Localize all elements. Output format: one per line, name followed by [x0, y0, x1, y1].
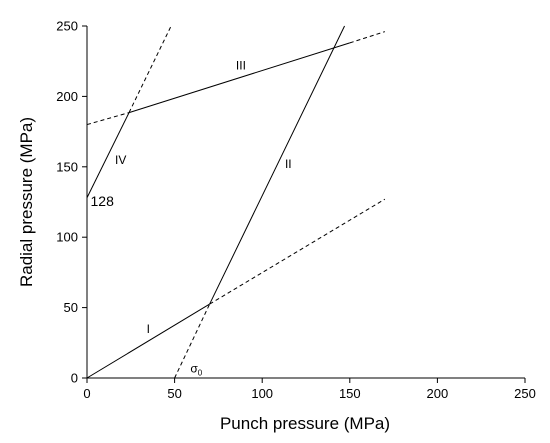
annotation-2: III	[236, 59, 246, 73]
y-tick-label: 250	[56, 19, 78, 34]
series-line-6	[349, 31, 385, 44]
sigma-zero-label: σ0	[190, 361, 202, 377]
y-tick-label: 100	[56, 230, 78, 245]
annotation-0: I	[147, 322, 150, 336]
x-tick-label: 100	[251, 386, 273, 401]
x-tick-label: 250	[514, 386, 536, 401]
annotation-4: 128	[91, 193, 115, 209]
x-tick-label: 50	[167, 386, 181, 401]
plot-area: 0 50 100 150 200 250050100150200250IIIIIIIV12…	[56, 19, 536, 402]
y-tick-label: 200	[56, 89, 78, 104]
x-tick-label: 150	[339, 386, 361, 401]
x-tick-label: 0	[83, 386, 90, 401]
series-line-2	[209, 25, 345, 305]
y-axis-title: Radial pressure (MPa)	[17, 117, 36, 287]
series-line-1	[209, 198, 386, 305]
annotation-1: II	[285, 157, 292, 171]
y-tick-label: 150	[56, 159, 78, 174]
series-line-4	[128, 42, 350, 114]
y-tick-label: 0	[71, 371, 78, 386]
series-line-8	[128, 25, 172, 113]
x-tick-label: 200	[427, 386, 449, 401]
series-line-0	[86, 303, 210, 379]
annotation-3: IV	[115, 153, 126, 167]
series-line-7	[86, 112, 130, 198]
series-line-5	[86, 112, 130, 126]
x-axis-title: Punch pressure (MPa)	[220, 414, 390, 433]
y-tick-label: 50	[64, 300, 78, 315]
